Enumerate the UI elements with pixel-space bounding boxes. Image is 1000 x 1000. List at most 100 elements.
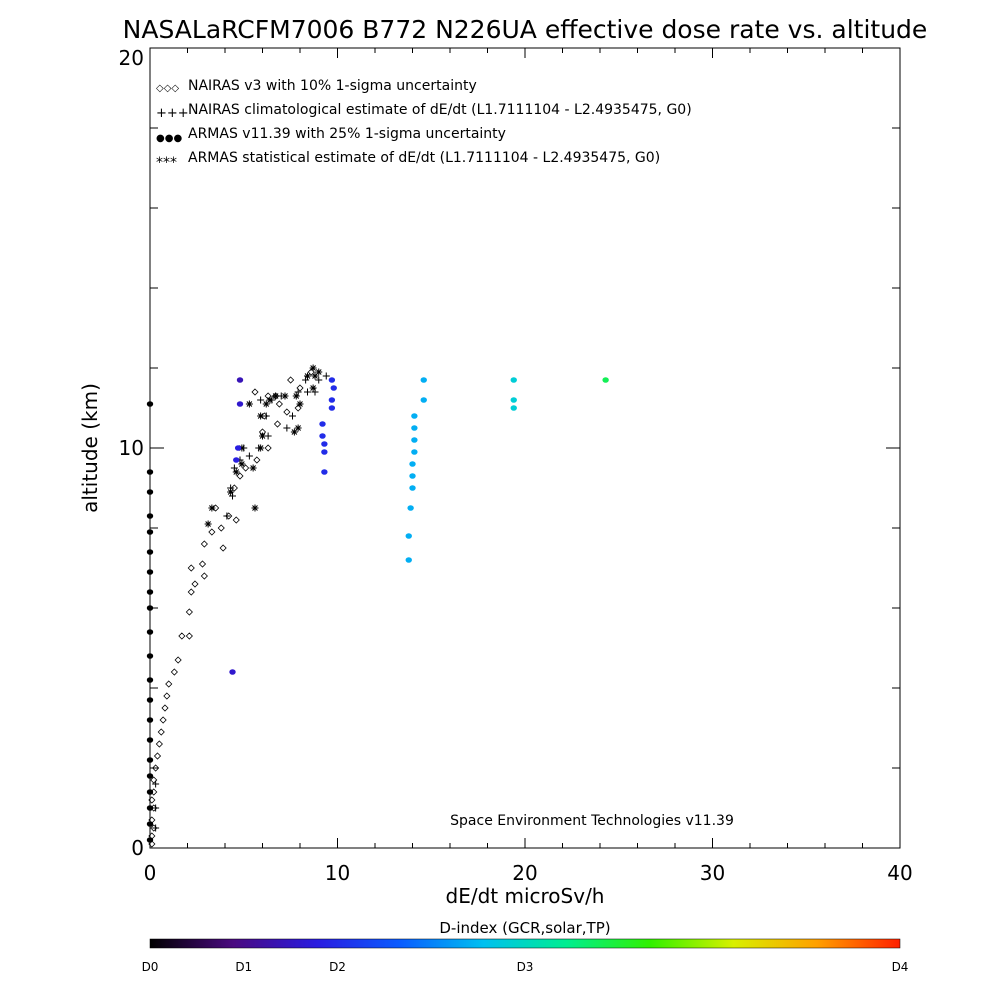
diamond-point [232, 516, 240, 524]
series-plus [152, 372, 330, 832]
diamond-point [174, 656, 182, 664]
plus-point [245, 452, 253, 460]
armas-point [146, 821, 154, 827]
plus-point [257, 396, 265, 404]
diamond-point [264, 392, 272, 400]
asterisk-point [232, 468, 240, 476]
armas-point [233, 457, 240, 463]
legend-symbol-armas: ●●● [156, 133, 182, 144]
armas-point [321, 469, 328, 475]
asterisk-point [309, 364, 317, 372]
plus-point [152, 780, 160, 788]
diamond-point [273, 420, 282, 428]
plus-point [223, 512, 231, 520]
colorbar-title: D-index (GCR,solar,TP) [439, 919, 610, 937]
plus-point [289, 412, 296, 420]
y-tick-label-0: 0 [131, 836, 144, 860]
diamond-point [264, 444, 272, 452]
armas-point [411, 437, 418, 443]
armas-point [405, 533, 412, 539]
chart-title: NASALaRCFM7006 B772 N226UA effective dos… [123, 15, 928, 44]
armas-point [146, 549, 154, 555]
armas-point [602, 377, 609, 383]
diamond-point [187, 564, 195, 572]
diamond-point [152, 764, 160, 772]
asterisk-point [311, 372, 319, 380]
armas-point [420, 377, 427, 383]
armas-point [146, 401, 154, 407]
legend-label-nairas-v3: NAIRAS v3 with 10% 1-sigma uncertainty [188, 78, 477, 94]
legend-label-nairas-clim: NAIRAS climatological estimate of dE/dt … [188, 102, 692, 118]
diamond-point [165, 680, 173, 688]
diamond-point [159, 716, 167, 724]
asterisk-point [259, 432, 266, 440]
asterisk-point [290, 428, 298, 436]
asterisk-point [238, 444, 246, 452]
armas-point [409, 461, 416, 467]
armas-point [510, 377, 517, 383]
armas-point [146, 773, 154, 779]
armas-point [319, 421, 326, 427]
armas-point [146, 757, 154, 763]
colorbar-label-d4: D4 [892, 960, 909, 974]
diamond-point [236, 472, 244, 480]
armas-point [146, 737, 154, 743]
x-tick-label-40: 40 [887, 861, 912, 885]
armas-point [319, 433, 326, 439]
diamond-point [200, 572, 208, 580]
asterisk-point [315, 368, 323, 376]
series-diamond [148, 368, 315, 848]
colorbar-label-d2: D2 [329, 960, 346, 974]
diamond-point [251, 388, 259, 396]
colorbar-labels: D0 D1 D2 D3 D4 [142, 960, 909, 974]
asterisk-point [245, 400, 253, 408]
armas-point [328, 377, 336, 383]
asterisk-point [304, 372, 311, 380]
armas-point [146, 653, 154, 659]
armas-point [146, 513, 154, 519]
diamond-point [212, 504, 220, 512]
x-tick-label-30: 30 [700, 861, 725, 885]
diamond-point [275, 400, 283, 408]
armas-point [146, 837, 154, 843]
diamond-point [296, 384, 304, 392]
asterisk-point [249, 464, 257, 472]
armas-point [229, 669, 236, 675]
diamond-point [178, 632, 186, 640]
x-tick-label-0: 0 [144, 861, 157, 885]
axis-ticks [149, 47, 901, 849]
diamond-point [242, 464, 250, 472]
asterisk-point [281, 392, 289, 400]
legend-symbol-nairas-clim: +++ [156, 106, 189, 121]
armas-point [411, 413, 418, 419]
asterisk-point [251, 504, 259, 512]
series-asterisk [204, 364, 323, 528]
asterisk-point [266, 396, 274, 404]
armas-point [146, 717, 154, 723]
asterisk-point [238, 460, 246, 468]
plus-point [322, 372, 330, 380]
colorbar [149, 938, 901, 949]
armas-point [146, 569, 154, 575]
diamond-point [157, 728, 165, 736]
data-points [146, 364, 609, 848]
diamond-point [230, 484, 238, 492]
armas-point [407, 505, 414, 511]
asterisk-point [262, 400, 270, 408]
armas-point [411, 425, 418, 431]
diamond-point [283, 408, 291, 416]
colorbar-label-d1: D1 [235, 960, 252, 974]
armas-point [330, 385, 337, 391]
armas-point [146, 489, 154, 495]
armas-point [146, 589, 154, 595]
legend-label-armas: ARMAS v11.39 with 25% 1-sigma uncertaint… [188, 126, 506, 142]
diamond-point [148, 840, 156, 848]
y-tick-label-10: 10 [119, 436, 144, 460]
diamond-point [287, 376, 295, 384]
armas-point [321, 441, 328, 447]
armas-point [510, 405, 517, 411]
diamond-point [185, 608, 193, 616]
diamond-point [153, 752, 162, 760]
armas-point [146, 789, 154, 795]
